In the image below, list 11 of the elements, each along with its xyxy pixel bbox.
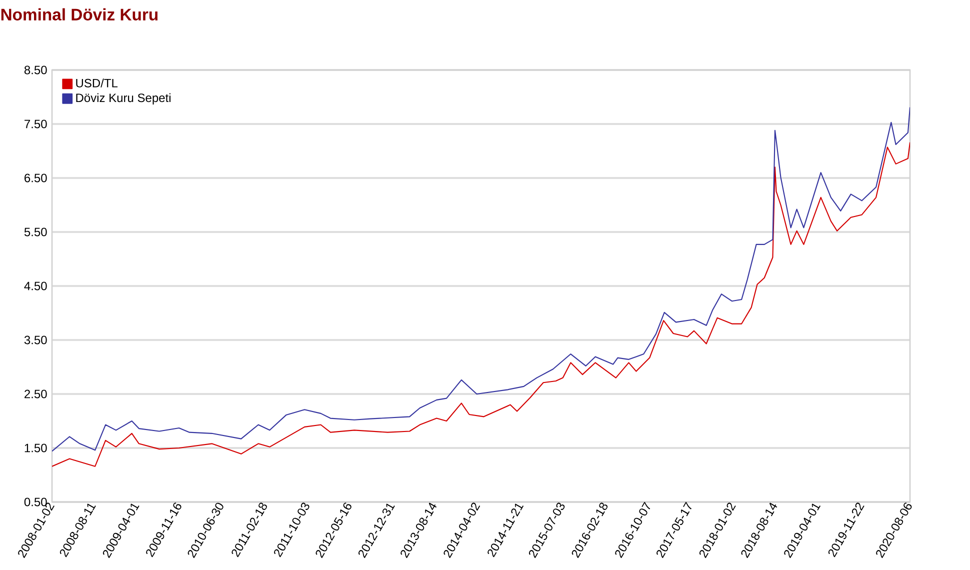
y-tick-label: 3.50 <box>24 336 47 344</box>
legend-label: Döviz Kuru Sepeti <box>76 93 170 104</box>
y-tick-label: 6.50 <box>24 174 47 182</box>
y-tick-label: 7.50 <box>24 120 47 128</box>
y-tick-label: 2.50 <box>24 390 47 398</box>
y-tick-label: 1.50 <box>24 444 47 452</box>
legend-label: USD/TL <box>76 78 118 88</box>
chart-title: Nominal Döviz Kuru <box>1 8 158 20</box>
y-tick-label: 4.50 <box>24 282 47 290</box>
y-tick-label: 8.50 <box>24 66 47 74</box>
y-tick-label: 5.50 <box>24 228 47 236</box>
